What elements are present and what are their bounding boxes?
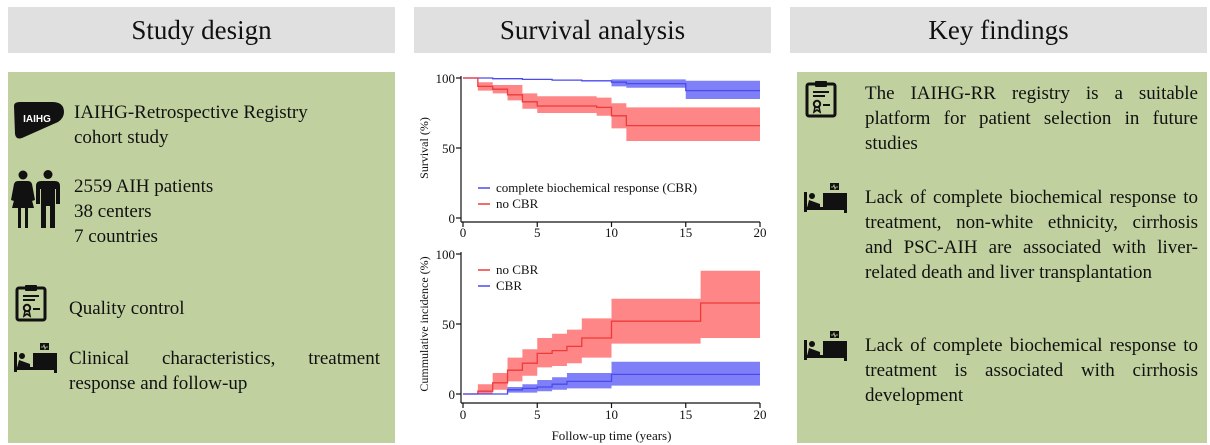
x-axis-label: Follow-up time (years) [552, 428, 672, 443]
finding-cirrhosis: Lack of complete biochemical response to… [865, 333, 1198, 408]
x-tick-label: 10 [605, 225, 618, 240]
iaihg-logo-icon: IAIHG [14, 102, 64, 139]
study-item-clinical: Clinical characteristics, treatment resp… [69, 346, 380, 396]
study-item-quality: Quality control [69, 296, 379, 321]
x-tick-label: 5 [534, 407, 541, 422]
x-tick-label: 15 [679, 225, 692, 240]
legend-label-1: CBR [496, 278, 522, 293]
series-band-1 [477, 82, 760, 141]
cumulative-incidence-chart: 0 50 100 0 5 10 15 20 Cummulative incidence (%) F… [417, 247, 767, 443]
patient-bed-icon [804, 331, 847, 361]
study-item-clinical-text: Clinical characteristics, treatment resp… [69, 348, 380, 394]
x-tick-label: 15 [679, 407, 692, 422]
study-design-panel: IAIHG IAIHG-Retrospective Registry cohor… [8, 72, 395, 443]
y-tick-label: 0 [449, 387, 456, 402]
y-tick-label: 50 [442, 317, 455, 332]
y-tick-label: 50 [442, 141, 455, 156]
x-tick-label: 0 [460, 407, 467, 422]
series-band-0 [477, 270, 760, 394]
x-tick-label: 20 [754, 225, 767, 240]
header-survival-analysis-title: Survival analysis [499, 14, 686, 45]
series-line-1 [463, 373, 760, 395]
x-tick-label: 5 [534, 225, 541, 240]
legend-label-0: complete biochemical response (CBR) [496, 180, 697, 195]
x-tick-label: 0 [460, 225, 467, 240]
y-axis-label: Survival (%) [417, 117, 431, 179]
study-item-patients-line-2: 38 centers [74, 201, 152, 222]
legend-label-1: no CBR [496, 196, 539, 211]
study-item-quality-line-1: Quality control [69, 298, 185, 319]
y-tick-label: 0 [449, 211, 456, 226]
finding-cirrhosis-text: Lack of complete biochemical response to… [865, 335, 1198, 406]
y-axis-label: Cummulative incidence (%) [417, 256, 431, 391]
study-item-registry-line-2: cohort study [74, 127, 169, 148]
study-item-patients-line-3: 7 countries [74, 226, 158, 247]
clipboard-certificate-icon [15, 285, 47, 322]
iaihg-logo-text: IAIHG [23, 114, 51, 125]
key-findings-panel: The IAIHG-RR registry is a suitable plat… [797, 72, 1207, 443]
study-item-registry: IAIHG-Retrospective Registry cohort stud… [74, 100, 384, 150]
series-line-0 [463, 302, 760, 395]
series-line-0 [463, 77, 760, 92]
survival-chart: 0 50 100 0 5 10 15 20 Survival (%) complete bioch… [417, 71, 767, 240]
finding-registry-text: The IAIHG-RR registry is a suitable plat… [865, 83, 1198, 154]
study-item-patients: 2559 AIH patients 38 centers 7 countries [74, 174, 384, 249]
series-line-1 [463, 77, 760, 127]
header-study-design: Study design [8, 7, 395, 53]
legend-label-0: no CBR [496, 262, 539, 277]
x-tick-label: 10 [605, 407, 618, 422]
header-key-findings: Key findings [790, 7, 1207, 53]
series-band-1 [507, 361, 760, 393]
patient-bed-icon [804, 183, 847, 213]
y-tick-label: 100 [436, 247, 456, 262]
y-tick-label: 100 [436, 71, 456, 86]
study-item-patients-line-1: 2559 AIH patients [74, 176, 214, 197]
header-survival-analysis: Survival analysis [414, 7, 771, 53]
patient-bed-icon [14, 343, 57, 373]
people-icon [11, 170, 60, 228]
finding-liver-death-text: Lack of complete biochemical response to… [865, 187, 1198, 283]
header-study-design-title: Study design [131, 14, 272, 45]
finding-liver-death: Lack of complete biochemical response to… [865, 185, 1198, 285]
study-item-registry-line-1: IAIHG-Retrospective Registry [74, 102, 308, 123]
finding-registry: The IAIHG-RR registry is a suitable plat… [865, 81, 1198, 156]
x-tick-label: 20 [754, 407, 767, 422]
header-key-findings-title: Key findings [928, 14, 1069, 45]
clipboard-certificate-icon [805, 81, 837, 118]
